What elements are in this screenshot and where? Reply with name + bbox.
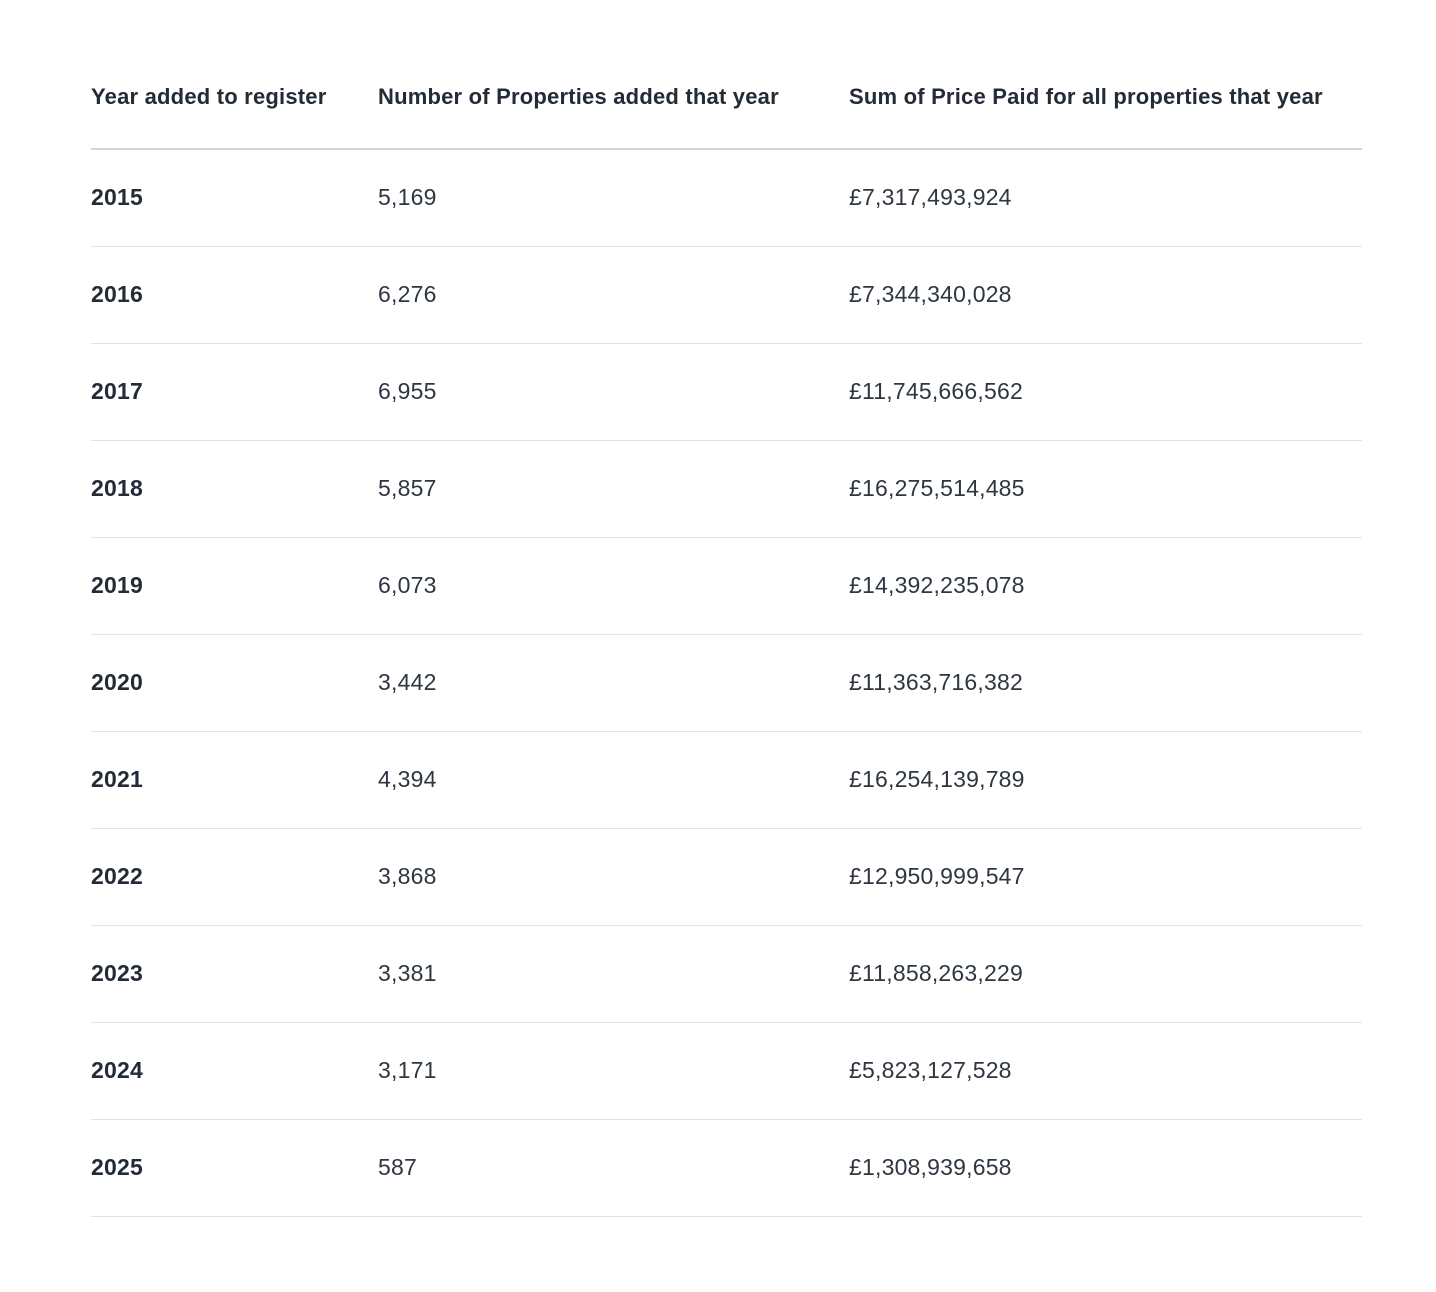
table-row: 2025 587 £1,308,939,658	[91, 1119, 1362, 1217]
count-cell: 3,171	[378, 1022, 849, 1120]
count-cell: 6,276	[378, 246, 849, 344]
sum-cell: £7,317,493,924	[849, 149, 1362, 247]
table-row: 2024 3,171 £5,823,127,528	[91, 1022, 1362, 1120]
count-cell: 3,442	[378, 634, 849, 732]
year-cell: 2017	[91, 343, 378, 441]
column-header-count: Number of Properties added that year	[378, 0, 849, 150]
table-row: 2021 4,394 £16,254,139,789	[91, 731, 1362, 829]
year-cell: 2019	[91, 537, 378, 635]
count-cell: 587	[378, 1119, 849, 1217]
count-cell: 6,073	[378, 537, 849, 635]
sum-cell: £7,344,340,028	[849, 246, 1362, 344]
table-row: 2022 3,868 £12,950,999,547	[91, 828, 1362, 926]
year-cell: 2021	[91, 731, 378, 829]
sum-cell: £11,363,716,382	[849, 634, 1362, 732]
year-cell: 2015	[91, 149, 378, 247]
year-cell: 2025	[91, 1119, 378, 1217]
year-cell: 2018	[91, 440, 378, 538]
count-cell: 5,169	[378, 149, 849, 247]
table-row: 2019 6,073 £14,392,235,078	[91, 537, 1362, 635]
count-cell: 5,857	[378, 440, 849, 538]
column-header-year: Year added to register	[91, 0, 378, 150]
count-cell: 6,955	[378, 343, 849, 441]
sum-cell: £1,308,939,658	[849, 1119, 1362, 1217]
sum-cell: £16,275,514,485	[849, 440, 1362, 538]
sum-cell: £16,254,139,789	[849, 731, 1362, 829]
count-cell: 3,381	[378, 925, 849, 1023]
year-cell: 2016	[91, 246, 378, 344]
sum-cell: £11,745,666,562	[849, 343, 1362, 441]
table-row: 2020 3,442 £11,363,716,382	[91, 634, 1362, 732]
count-cell: 3,868	[378, 828, 849, 926]
year-cell: 2024	[91, 1022, 378, 1120]
year-cell: 2022	[91, 828, 378, 926]
table-row: 2015 5,169 £7,317,493,924	[91, 149, 1362, 247]
properties-by-year-table: Year added to register Number of Propert…	[91, 0, 1362, 1217]
year-cell: 2023	[91, 925, 378, 1023]
table-row: 2016 6,276 £7,344,340,028	[91, 246, 1362, 344]
sum-cell: £14,392,235,078	[849, 537, 1362, 635]
table-row: 2023 3,381 £11,858,263,229	[91, 925, 1362, 1023]
year-cell: 2020	[91, 634, 378, 732]
sum-cell: £12,950,999,547	[849, 828, 1362, 926]
properties-table-container: Year added to register Number of Propert…	[91, 0, 1362, 1217]
sum-cell: £5,823,127,528	[849, 1022, 1362, 1120]
column-header-sum: Sum of Price Paid for all properties tha…	[849, 0, 1362, 150]
count-cell: 4,394	[378, 731, 849, 829]
header-row: Year added to register Number of Propert…	[91, 0, 1362, 150]
table-row: 2017 6,955 £11,745,666,562	[91, 343, 1362, 441]
sum-cell: £11,858,263,229	[849, 925, 1362, 1023]
table-row: 2018 5,857 £16,275,514,485	[91, 440, 1362, 538]
